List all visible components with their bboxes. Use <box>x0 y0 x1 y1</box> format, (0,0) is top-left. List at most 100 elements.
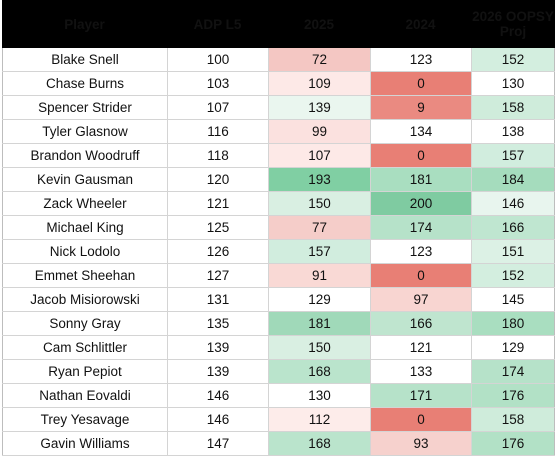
table-row[interactable]: Cam Schlittler 139 150 121 129 <box>2 336 555 360</box>
header-player[interactable]: Player <box>64 16 105 32</box>
stat-2024-cell: 0 <box>370 144 471 167</box>
stat-2025-cell: 91 <box>268 264 370 287</box>
player-cell: Ryan Pepiot <box>2 360 167 383</box>
stat-2024-cell: 171 <box>370 384 471 407</box>
proj-2026-cell: 146 <box>471 192 555 215</box>
stat-2024-cell: 121 <box>370 336 471 359</box>
table-row[interactable]: Gavin Williams 147 168 93 176 <box>2 432 555 456</box>
header-2024[interactable]: 2024 <box>405 16 436 32</box>
proj-2026-cell: 151 <box>471 240 555 263</box>
proj-2026-cell: 152 <box>471 264 555 287</box>
stat-2024-cell: 9 <box>370 96 471 119</box>
stat-2025-cell: 157 <box>268 240 370 263</box>
table-row[interactable]: Nick Lodolo 126 157 123 151 <box>2 240 555 264</box>
table-row[interactable]: Zack Wheeler 121 150 200 146 <box>2 192 555 216</box>
player-cell: Nick Lodolo <box>2 240 167 263</box>
proj-2026-cell: 180 <box>471 312 555 335</box>
table-row[interactable]: Tyler Glasnow 116 99 134 138 <box>2 120 555 144</box>
stat-2024-cell: 123 <box>370 240 471 263</box>
header-adp-l5[interactable]: ADP L5 <box>193 16 242 32</box>
proj-2026-cell: 145 <box>471 288 555 311</box>
adp-cell: 127 <box>167 264 268 287</box>
table-body: Blake Snell 100 72 123 152 Chase Burns 103 109 0… <box>2 48 555 456</box>
stat-2025-cell: 193 <box>268 168 370 191</box>
stat-2024-cell: 0 <box>370 72 471 95</box>
player-cell: Emmet Sheehan <box>2 264 167 287</box>
stat-2024-cell: 123 <box>370 48 471 71</box>
stat-2024-cell: 181 <box>370 168 471 191</box>
stat-2025-cell: 109 <box>268 72 370 95</box>
stat-2024-cell: 97 <box>370 288 471 311</box>
stat-2025-cell: 130 <box>268 384 370 407</box>
table-row[interactable]: Spencer Strider 107 139 9 158 <box>2 96 555 120</box>
proj-2026-cell: 174 <box>471 360 555 383</box>
proj-2026-cell: 158 <box>471 408 555 431</box>
player-cell: Jacob Misiorowski <box>2 288 167 311</box>
stat-2024-cell: 93 <box>370 432 471 455</box>
player-cell: Chase Burns <box>2 72 167 95</box>
stat-2025-cell: 72 <box>268 48 370 71</box>
table-row[interactable]: Nathan Eovaldi 146 130 171 176 <box>2 384 555 408</box>
adp-cell: 139 <box>167 360 268 383</box>
stat-2025-cell: 181 <box>268 312 370 335</box>
adp-cell: 100 <box>167 48 268 71</box>
table-row[interactable]: Jacob Misiorowski 131 129 97 145 <box>2 288 555 312</box>
table-row[interactable]: Michael King 125 77 174 166 <box>2 216 555 240</box>
adp-cell: 131 <box>167 288 268 311</box>
player-cell: Nathan Eovaldi <box>2 384 167 407</box>
player-cell: Brandon Woodruff <box>2 144 167 167</box>
stat-2025-cell: 168 <box>268 432 370 455</box>
table-row[interactable]: Ryan Pepiot 139 168 133 174 <box>2 360 555 384</box>
table-row[interactable]: Chase Burns 103 109 0 130 <box>2 72 555 96</box>
header-2025[interactable]: 2025 <box>303 16 335 32</box>
proj-2026-cell: 176 <box>471 432 555 455</box>
table-row[interactable]: Emmet Sheehan 127 91 0 152 <box>2 264 555 288</box>
table-header: Player ADP L5 2025 2024 2026 OOPSY Proj <box>2 0 555 48</box>
stat-2024-cell: 174 <box>370 216 471 239</box>
proj-2026-cell: 176 <box>471 384 555 407</box>
player-cell: Blake Snell <box>2 48 167 71</box>
proj-2026-cell: 130 <box>471 72 555 95</box>
table-row[interactable]: Kevin Gausman 120 193 181 184 <box>2 168 555 192</box>
stat-2024-cell: 133 <box>370 360 471 383</box>
proj-2026-cell: 129 <box>471 336 555 359</box>
proj-2026-cell: 157 <box>471 144 555 167</box>
table-row[interactable]: Trey Yesavage 146 112 0 158 <box>2 408 555 432</box>
table-row[interactable]: Blake Snell 100 72 123 152 <box>2 48 555 72</box>
adp-cell: 125 <box>167 216 268 239</box>
player-cell: Trey Yesavage <box>2 408 167 431</box>
stat-2025-cell: 77 <box>268 216 370 239</box>
player-cell: Kevin Gausman <box>2 168 167 191</box>
proj-2026-cell: 184 <box>471 168 555 191</box>
adp-cell: 147 <box>167 432 268 455</box>
header-2026-proj[interactable]: 2026 OOPSY Proj <box>472 9 554 39</box>
adp-cell: 146 <box>167 408 268 431</box>
player-cell: Tyler Glasnow <box>2 120 167 143</box>
proj-2026-cell: 152 <box>471 48 555 71</box>
proj-2026-cell: 158 <box>471 96 555 119</box>
proj-2026-cell: 138 <box>471 120 555 143</box>
adp-cell: 116 <box>167 120 268 143</box>
stat-2024-cell: 200 <box>370 192 471 215</box>
player-cell: Cam Schlittler <box>2 336 167 359</box>
adp-cell: 146 <box>167 384 268 407</box>
adp-cell: 120 <box>167 168 268 191</box>
adp-cell: 107 <box>167 96 268 119</box>
player-cell: Sonny Gray <box>2 312 167 335</box>
stat-2025-cell: 139 <box>268 96 370 119</box>
table-row[interactable]: Sonny Gray 135 181 166 180 <box>2 312 555 336</box>
stat-2025-cell: 112 <box>268 408 370 431</box>
stat-2025-cell: 99 <box>268 120 370 143</box>
stat-2024-cell: 0 <box>370 408 471 431</box>
proj-2026-cell: 166 <box>471 216 555 239</box>
stat-2025-cell: 168 <box>268 360 370 383</box>
stat-2025-cell: 107 <box>268 144 370 167</box>
adp-cell: 121 <box>167 192 268 215</box>
player-cell: Zack Wheeler <box>2 192 167 215</box>
player-cell: Michael King <box>2 216 167 239</box>
stat-2025-cell: 129 <box>268 288 370 311</box>
stat-2025-cell: 150 <box>268 192 370 215</box>
player-cell: Gavin Williams <box>2 432 167 455</box>
table-row[interactable]: Brandon Woodruff 118 107 0 157 <box>2 144 555 168</box>
stat-2024-cell: 166 <box>370 312 471 335</box>
